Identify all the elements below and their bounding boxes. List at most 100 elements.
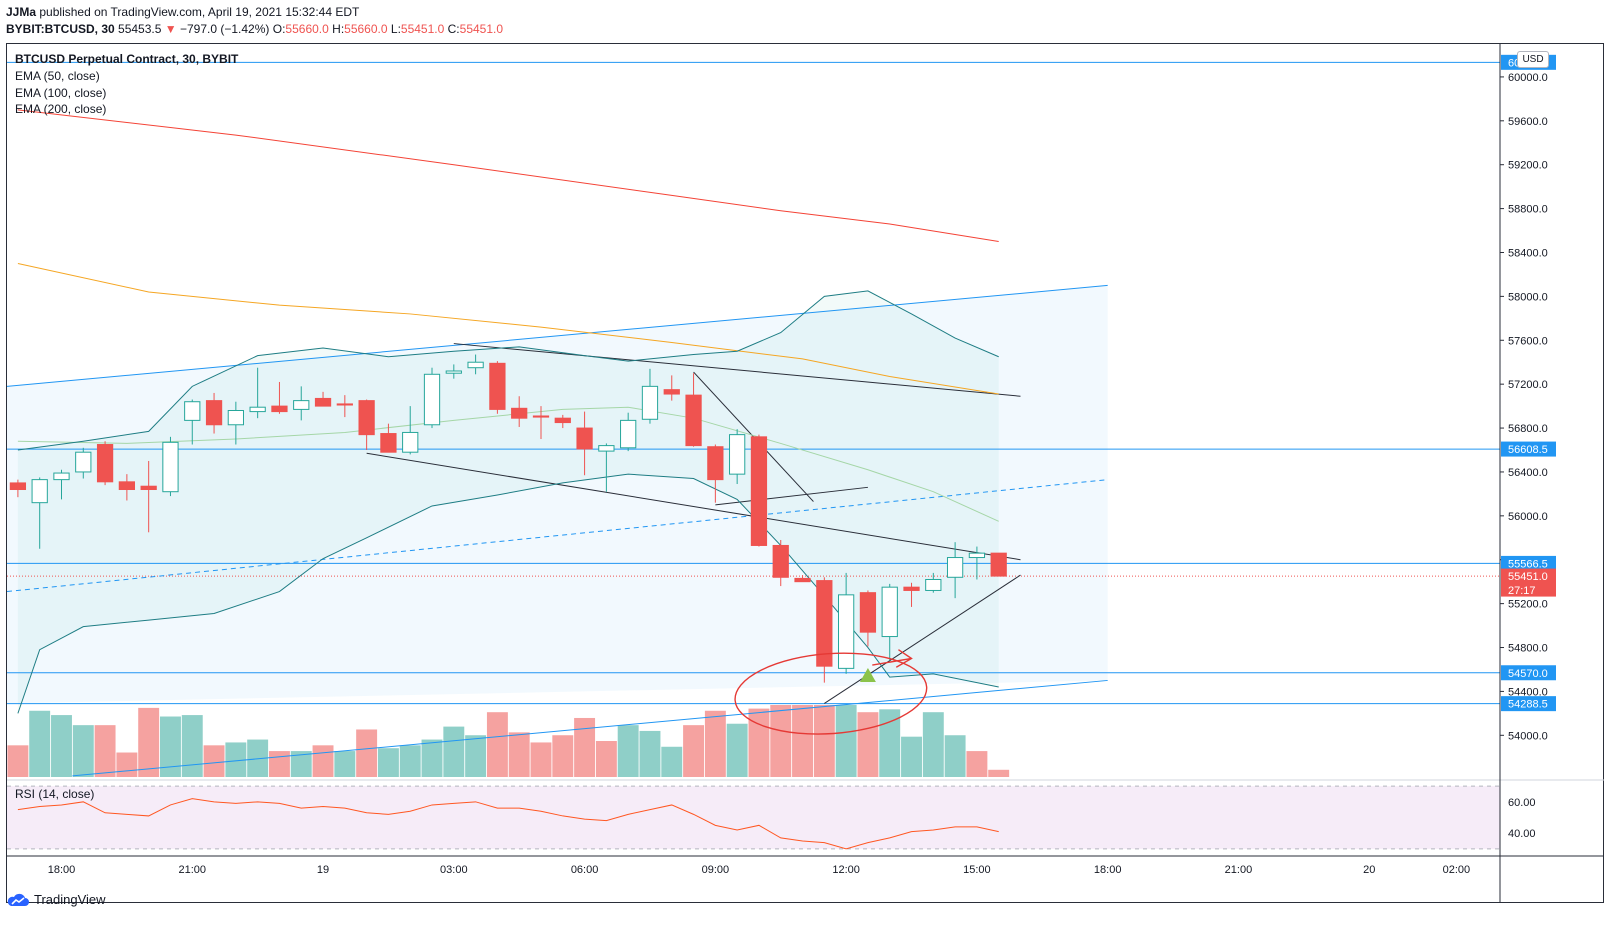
low-label: L:	[390, 22, 401, 36]
price-tick-label: 55200.0	[1508, 599, 1548, 611]
volume-bar	[29, 710, 51, 777]
candle-body	[511, 407, 528, 419]
wedge-line	[715, 486, 868, 506]
volume-bar	[988, 769, 1010, 777]
tradingview-brand: TradingView	[34, 892, 106, 907]
price-level-label: 54570.0	[1508, 668, 1548, 680]
volume-bar	[639, 730, 661, 777]
price-tick-label: 58000.0	[1508, 291, 1548, 303]
candle-body	[598, 445, 615, 452]
volume-bar	[857, 712, 879, 777]
time-tick-label: 09:00	[702, 864, 730, 876]
rsi-line	[17, 798, 999, 850]
candle-body	[271, 405, 288, 413]
currency-badge[interactable]: USD	[1517, 51, 1549, 68]
time-tick-label: 03:00	[440, 864, 468, 876]
trend-line-lower	[366, 452, 1021, 561]
volume-bar	[661, 746, 683, 777]
time-tick-label: 21:00	[1225, 864, 1253, 876]
time-tick-label: 15:00	[963, 864, 991, 876]
tradingview-logo[interactable]: TradingView	[6, 892, 106, 907]
volume-bar	[792, 705, 814, 777]
candle-body	[925, 578, 942, 591]
volume-bar	[922, 712, 944, 777]
candle-body	[794, 577, 811, 583]
volume-bar	[138, 707, 160, 777]
volume-bar	[879, 709, 901, 777]
candle-body	[881, 586, 898, 638]
candle-body	[140, 485, 157, 491]
volume-bar	[901, 736, 922, 777]
price-tick-label: 57200.0	[1508, 379, 1548, 391]
ema50-legend[interactable]: EMA (50, close)	[15, 69, 100, 83]
candle-body	[968, 552, 986, 559]
candle-body	[358, 400, 375, 436]
author-name[interactable]: JJMa	[6, 5, 37, 19]
volume-bar	[944, 735, 966, 777]
open-value: 55660.0	[285, 22, 329, 36]
candle-body	[990, 552, 1007, 577]
last-price-badge	[1501, 568, 1556, 597]
volume-bar	[617, 725, 639, 777]
price-tick-label: 56000.0	[1508, 511, 1548, 523]
volume-bar	[748, 708, 770, 777]
open-label: O:	[272, 22, 286, 36]
candle-body	[162, 441, 179, 493]
volume-bar	[966, 751, 988, 777]
candle-body	[903, 586, 920, 591]
last-value: 55453.5	[118, 22, 162, 36]
candle-body	[445, 370, 462, 374]
candle-body	[205, 400, 223, 426]
trend-line-upper	[453, 343, 1021, 397]
candle-body	[685, 394, 702, 447]
channel-fill	[7, 285, 1108, 704]
candle-body	[249, 406, 266, 413]
candle-body	[402, 431, 419, 453]
volume-bar	[508, 732, 530, 777]
down-arrow-icon: ▼	[164, 22, 177, 36]
high-value: 55660.0	[344, 22, 388, 36]
bollinger-upper-line	[17, 290, 999, 451]
volume-bar	[530, 742, 552, 777]
volume-bar	[443, 726, 465, 777]
ema100-line	[17, 262, 999, 395]
candle-body	[184, 401, 201, 421]
candle-body	[816, 580, 833, 667]
price-level-label: 56608.5	[1508, 444, 1548, 456]
volume-bar	[94, 725, 116, 777]
volume-bar	[268, 751, 290, 777]
price-tick-label: 56800.0	[1508, 423, 1548, 435]
last-price-label: 55451.0	[1508, 571, 1548, 583]
ema50-line	[17, 406, 999, 522]
candle-body	[532, 415, 550, 418]
chart-title[interactable]: BTCUSD Perpetual Contract, 30, BYBIT	[15, 52, 239, 66]
price-tick-label: 60000.0	[1508, 72, 1548, 84]
candle-body	[489, 362, 506, 410]
candle-body	[467, 361, 484, 369]
candle-body	[118, 481, 136, 491]
ema200-legend[interactable]: EMA (200, close)	[15, 102, 107, 116]
symbol-quote-line: BYBIT:BTCUSD, 30 55453.5 ▼ −797.0 (−1.42…	[6, 22, 503, 36]
price-tick-label: 54800.0	[1508, 643, 1548, 655]
candle-body	[227, 410, 244, 426]
rsi-legend[interactable]: RSI (14, close)	[15, 787, 95, 801]
candle-body	[663, 389, 680, 395]
time-tick-label: 21:00	[178, 864, 206, 876]
price-level-badge	[1501, 696, 1556, 712]
volume-bar	[51, 715, 72, 777]
publish-info: published on TradingView.com, April 19, …	[39, 5, 360, 19]
time-tick-label: 02:00	[1443, 864, 1471, 876]
ema100-legend[interactable]: EMA (100, close)	[15, 86, 107, 100]
low-value: 55451.0	[400, 22, 445, 36]
annotation-circle	[734, 652, 928, 735]
price-level-badge	[1501, 441, 1556, 457]
candle-body	[336, 403, 353, 406]
channel-top-line	[7, 284, 1108, 387]
time-tick-label: 20	[1363, 864, 1375, 876]
candle-body	[293, 400, 310, 410]
price-tick-label: 57600.0	[1508, 335, 1548, 347]
volume-bar	[574, 717, 596, 777]
price-level-badge	[1501, 665, 1556, 681]
price-tick-label: 56400.0	[1508, 467, 1548, 479]
